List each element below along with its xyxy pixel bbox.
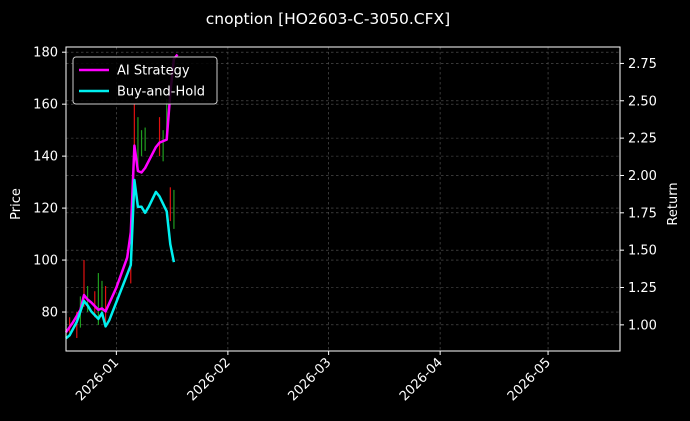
y-tick-label-left: 120	[33, 202, 58, 217]
x-tick-label: 2026-05	[505, 355, 554, 404]
y-tick-label-left: 160	[33, 98, 58, 113]
y-tick-label-left: 100	[33, 254, 58, 269]
y-axis-label-right: Return	[666, 182, 681, 225]
legend-label-ai-strategy: AI Strategy	[117, 64, 190, 79]
series-line-ai-strategy	[64, 53, 179, 334]
y-tick-label-left: 80	[41, 306, 58, 321]
series-line-buy-and-hold	[65, 178, 176, 340]
y-tick-label-right: 2.50	[628, 94, 657, 109]
plot-frame	[65, 46, 621, 352]
y-tick-label-left: 140	[33, 150, 58, 165]
series-lines	[64, 53, 179, 340]
x-tick-label: 2026-01	[73, 355, 122, 404]
x-tick-label: 2026-04	[397, 355, 446, 404]
y-tick-label-right: 2.75	[628, 57, 657, 72]
chart-title: cnoption [HO2603-C-3050.CFX]	[206, 10, 450, 28]
y-tick-label-right: 1.25	[628, 281, 657, 296]
x-tick-label: 2026-02	[185, 355, 234, 404]
legend: AI Strategy Buy-and-Hold	[72, 56, 218, 105]
y-tick-label-left: 180	[33, 46, 58, 61]
y-tick-label-right: 2.00	[628, 169, 657, 184]
grid	[66, 47, 620, 351]
y-tick-label-right: 1.75	[628, 206, 657, 221]
y-tick-label-right: 1.00	[628, 318, 657, 333]
legend-label-buy-and-hold: Buy-and-Hold	[117, 85, 205, 100]
y-tick-label-right: 2.25	[628, 132, 657, 147]
y-axis-label-left: Price	[9, 188, 24, 220]
y-tick-label-right: 1.50	[628, 244, 657, 259]
x-tick-label: 2026-03	[285, 355, 334, 404]
